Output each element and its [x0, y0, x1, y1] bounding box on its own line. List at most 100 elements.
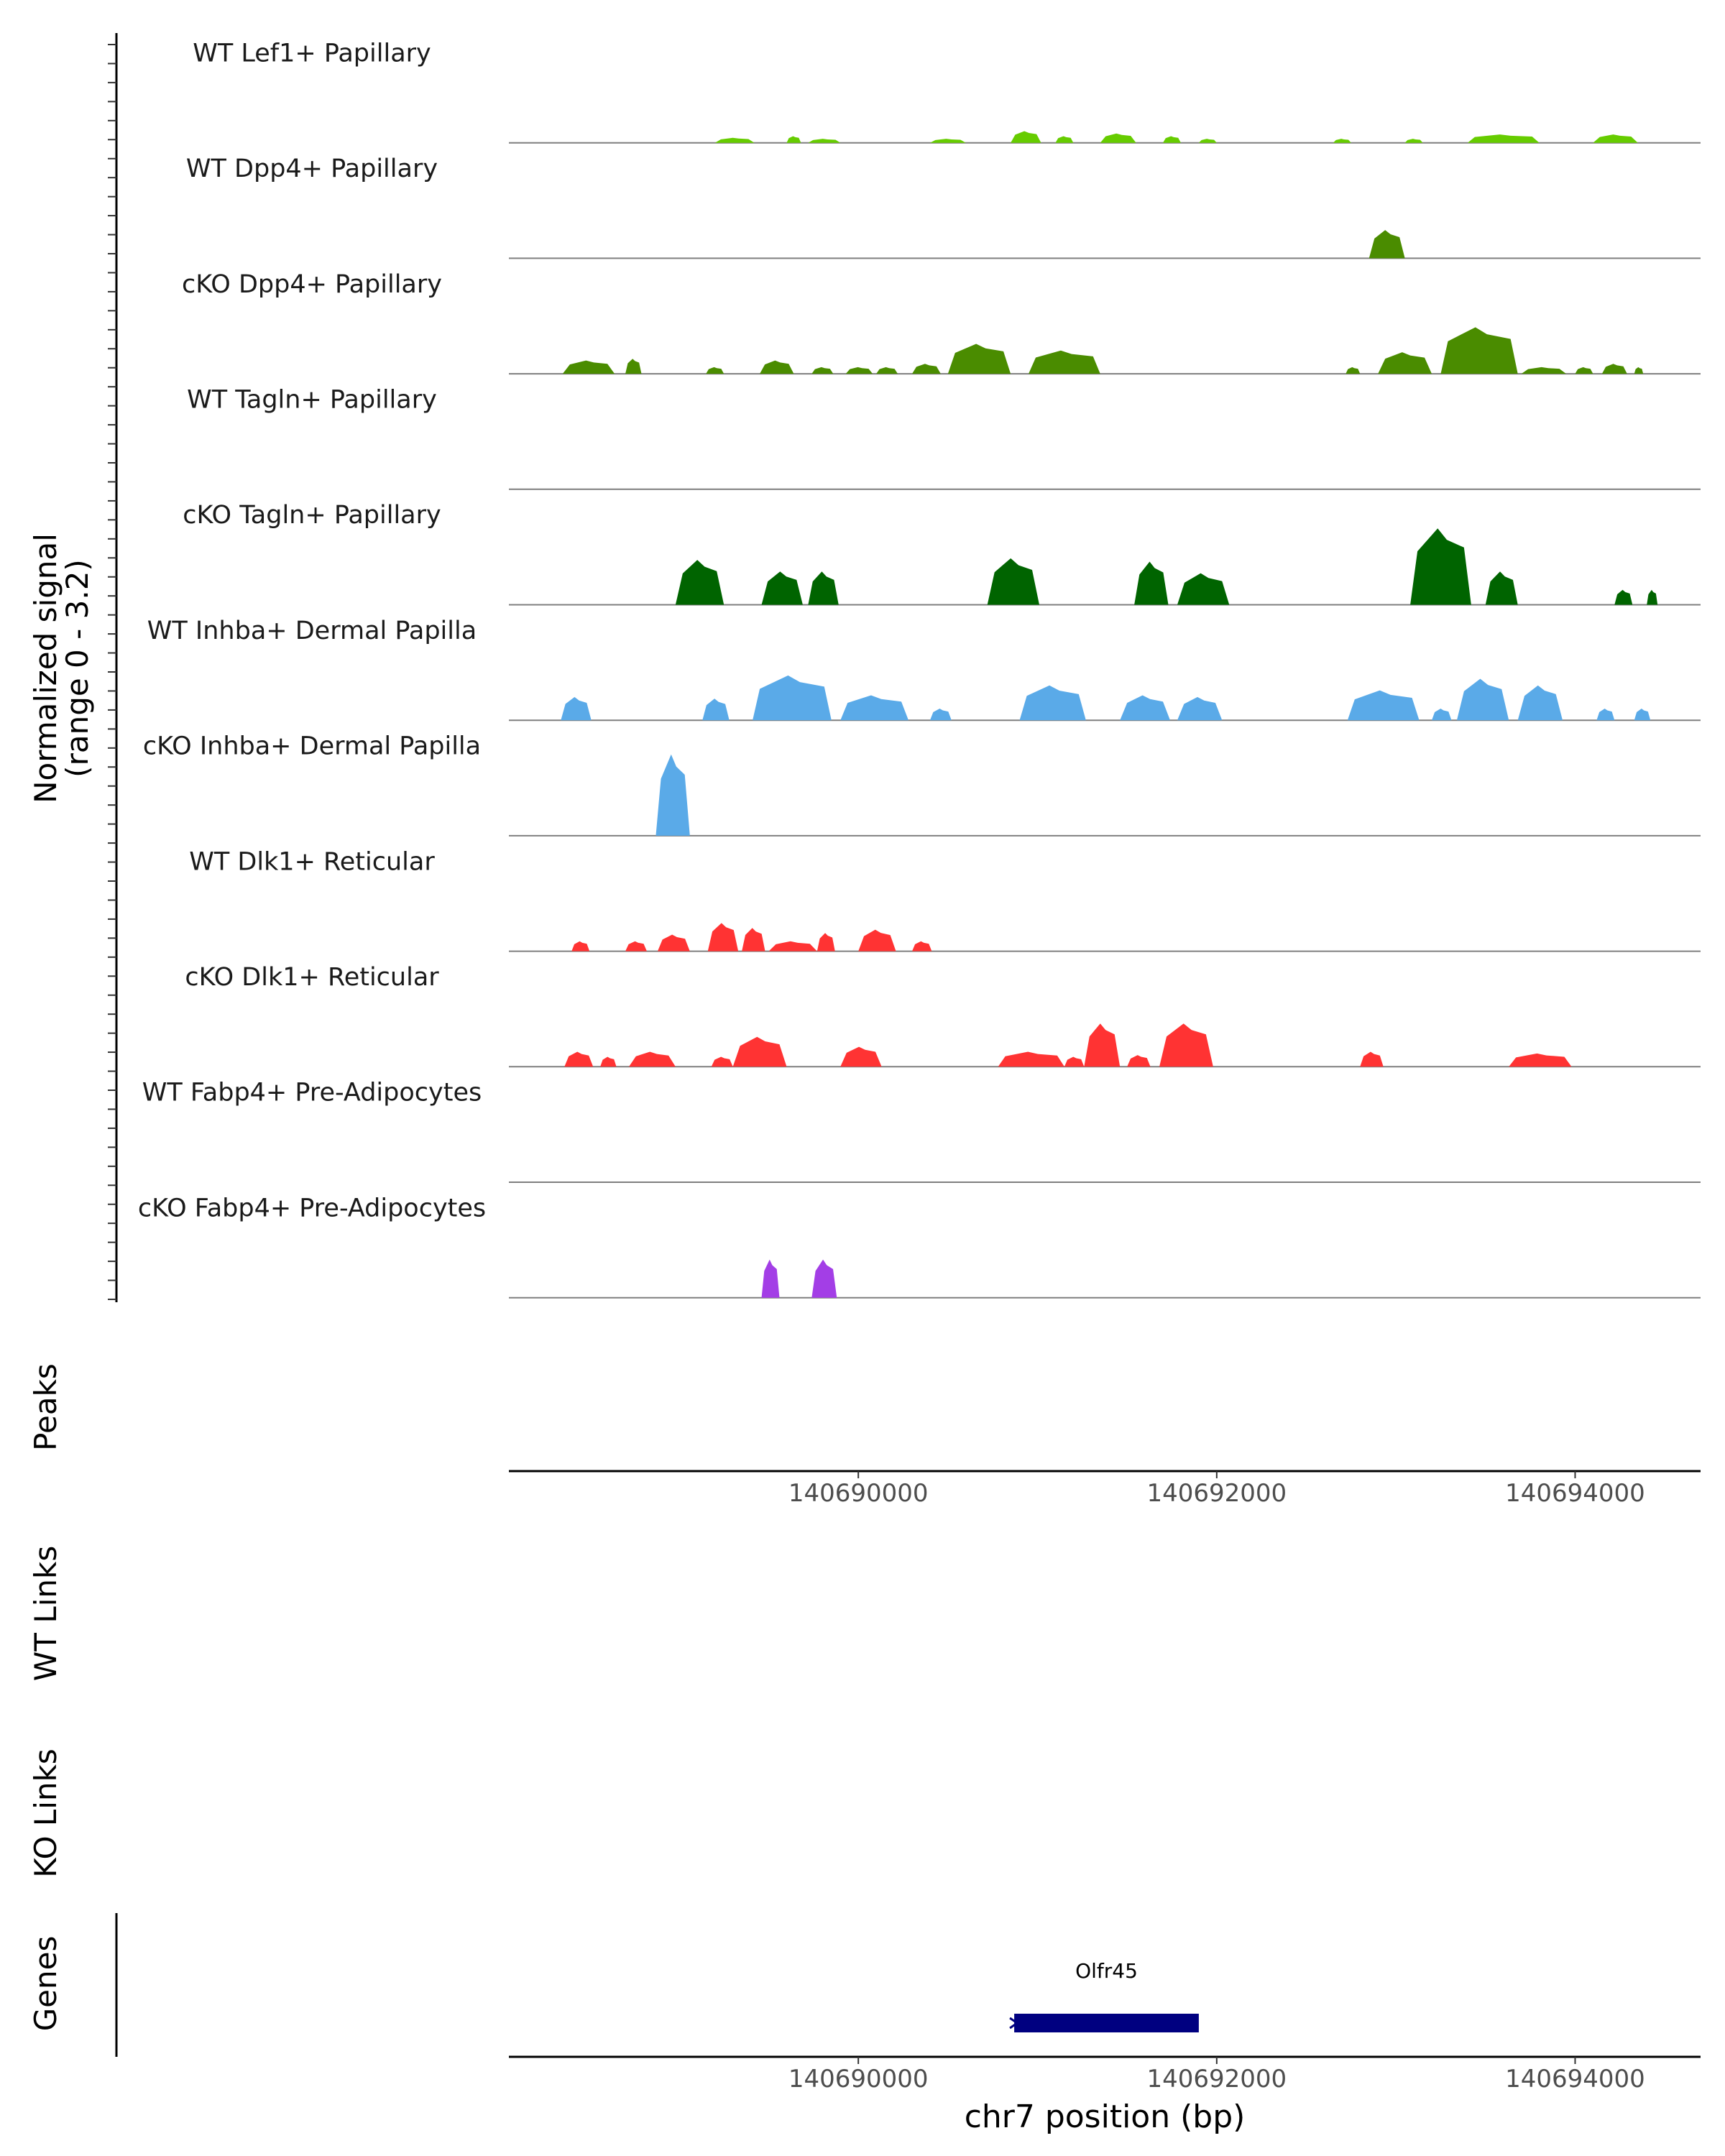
signal-peak [753, 675, 832, 721]
track-label: WT Dpp4+ Papillary [186, 155, 438, 183]
signal-peak [1011, 131, 1041, 143]
signal-peak [1134, 561, 1169, 605]
signal-peak [1517, 685, 1563, 721]
wt-links-label: WT Links [28, 1546, 63, 1681]
signal-peak [840, 1046, 882, 1067]
ko-links-label: KO Links [28, 1749, 63, 1878]
signal-peak [840, 695, 908, 721]
signal-peak [808, 571, 839, 605]
signal-peak [760, 360, 794, 374]
x-tick-label: 140694000 [1505, 2065, 1645, 2093]
peaks-track-label: Peaks [28, 1363, 63, 1451]
signal-peak [1019, 685, 1086, 721]
signal-peak [1127, 1055, 1151, 1067]
peaks-track: Peaks 140690000 140692000 140694000 [28, 1363, 1701, 1508]
track-label: WT Tagln+ Papillary [187, 385, 437, 414]
x-axis-top: 140690000 140692000 140694000 [788, 1471, 1645, 1508]
coverage-track: WT Inhba+ Dermal Papilla [147, 617, 1701, 722]
signal-peak [706, 367, 724, 374]
signal-peak [1177, 573, 1230, 605]
coverage-track: WT Dpp4+ Papillary [186, 155, 1701, 259]
signal-peak [1456, 678, 1509, 721]
signal-peak [761, 1259, 780, 1298]
signal-peak [911, 364, 941, 374]
x-tick-label: 140692000 [1146, 2065, 1287, 2093]
signal-peak [1360, 1051, 1384, 1067]
coverage-track: WT Tagln+ Papillary [187, 385, 1701, 490]
signal-peak [600, 1056, 617, 1067]
signal-peak [1634, 367, 1644, 374]
signal-peak [816, 933, 835, 952]
coverage-track: cKO Inhba+ Dermal Papilla [143, 732, 1701, 837]
track-label: cKO Fabp4+ Pre-Adipocytes [138, 1194, 486, 1222]
signal-peak [998, 1051, 1064, 1067]
signal-peak [929, 139, 966, 143]
signal-peak [732, 1036, 787, 1067]
signal-peak [929, 709, 952, 721]
signal-peak [711, 1056, 733, 1067]
track-label: WT Lef1+ Papillary [193, 39, 431, 68]
genes-track: Genes Olfr45 140690000 140692000 140694000… [28, 1913, 1701, 2135]
signal-peak [1410, 528, 1471, 605]
coverage-track: cKO Dpp4+ Papillary [182, 270, 1701, 375]
signal-peak [561, 696, 592, 721]
y-axis-label: Normalized signal [28, 533, 63, 803]
signal-peak [1333, 139, 1351, 143]
coverage-track: cKO Dlk1+ Reticular [185, 963, 1701, 1068]
signal-peak [811, 367, 834, 374]
signal-peak [1601, 364, 1627, 374]
signal-peak [1575, 367, 1593, 374]
signal-peak [1159, 1023, 1213, 1067]
x-tick-label: 140692000 [1146, 1479, 1287, 1508]
signal-peak [911, 941, 932, 952]
x-axis-bottom: 140690000 140692000 140694000 [788, 2057, 1645, 2093]
coverage-track: WT Dlk1+ Reticular [189, 847, 1701, 952]
signal-peak [1634, 709, 1651, 721]
signal-peak [714, 137, 755, 143]
coverage-track: WT Lef1+ Papillary [193, 39, 1701, 144]
gene-model: Olfr45 [1009, 1959, 1199, 2032]
signal-peak [629, 1051, 676, 1067]
signal-peak [707, 923, 739, 952]
signal-peak [1404, 139, 1423, 143]
signal-peak [625, 941, 647, 952]
signal-peak [811, 1259, 837, 1298]
signal-peak [1120, 695, 1171, 721]
signal-peak [1521, 367, 1567, 374]
track-label: WT Inhba+ Dermal Papilla [147, 617, 477, 645]
signal-peak [1647, 589, 1658, 605]
signal-peak [1064, 1056, 1085, 1067]
genes-track-label: Genes [28, 1936, 63, 2032]
gene-models: Olfr45 [1009, 1959, 1199, 2032]
signal-peak [1029, 350, 1100, 374]
track-label: WT Dlk1+ Reticular [189, 847, 435, 876]
signal-peak [571, 941, 590, 952]
signal-peak [564, 1051, 594, 1067]
coverage-track: WT Fabp4+ Pre-Adipocytes [142, 1079, 1701, 1183]
coverage-tracks: WT Lef1+ Papillary WT Dpp4+ Papillary cKO … [138, 39, 1701, 1299]
signal-peak [562, 360, 615, 374]
signal-peak [1440, 327, 1518, 374]
gene-name: Olfr45 [1075, 1959, 1138, 1983]
track-label: cKO Dpp4+ Papillary [182, 270, 442, 299]
signal-peak [761, 571, 803, 605]
signal-peak [1084, 1023, 1121, 1067]
signal-peak [1378, 352, 1432, 374]
track-label: WT Fabp4+ Pre-Adipocytes [142, 1079, 482, 1107]
signal-peak [742, 928, 765, 952]
signal-peak [702, 699, 730, 721]
signal-peak [1467, 134, 1540, 143]
coverage-track: cKO Tagln+ Papillary [183, 501, 1701, 606]
signal-peak [657, 934, 690, 952]
links-tracks: WT Links KO Links [28, 1546, 63, 1878]
signal-peak [1163, 136, 1181, 143]
signal-peak [786, 136, 801, 143]
signal-peak [625, 359, 642, 374]
signal-peak [656, 754, 690, 836]
track-label: cKO Tagln+ Papillary [183, 501, 441, 530]
signal-peak [1055, 136, 1074, 143]
x-tick-label: 140690000 [788, 1479, 929, 1508]
strand-arrow [1009, 2017, 1018, 2030]
